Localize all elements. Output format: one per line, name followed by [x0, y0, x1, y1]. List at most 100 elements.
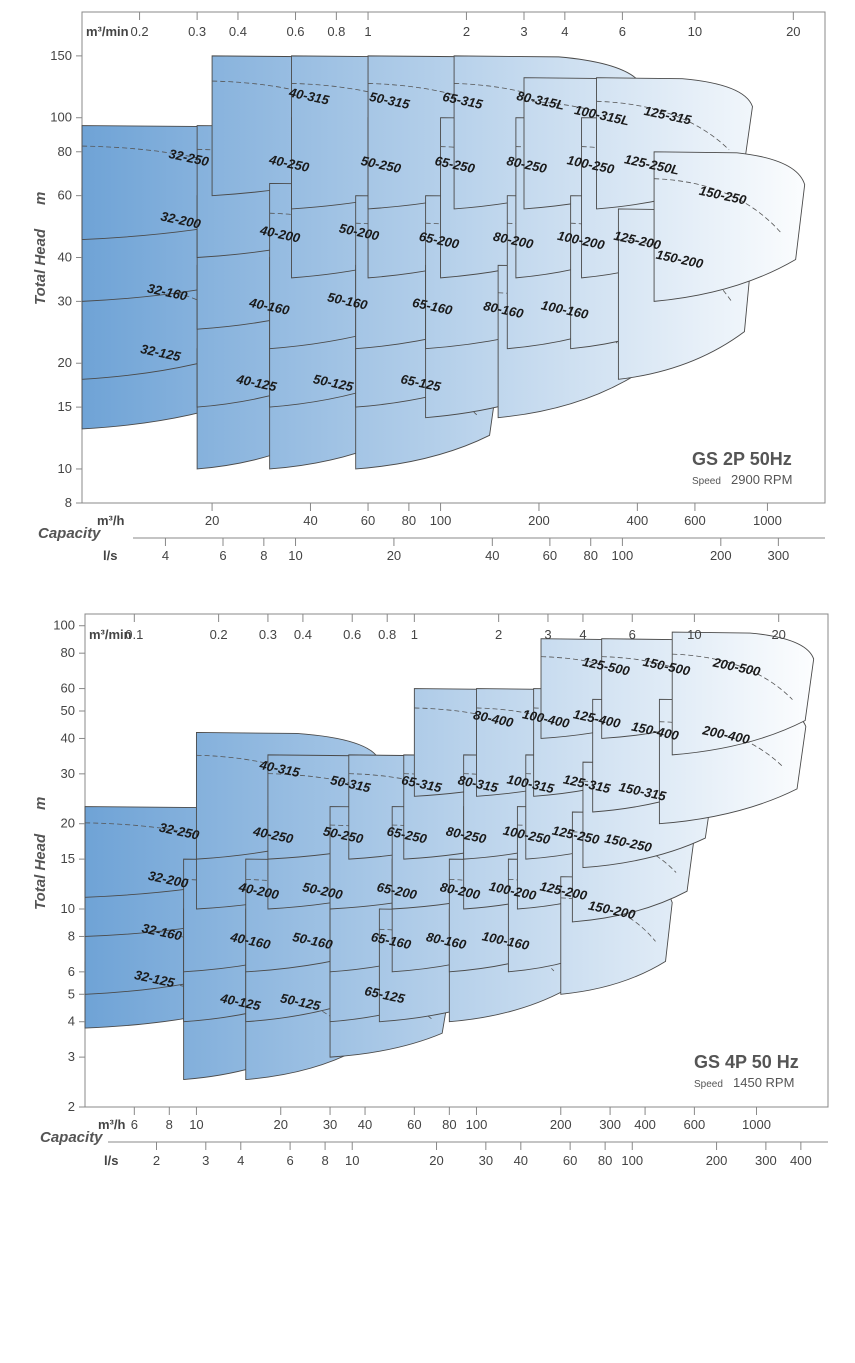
chart2-bottom-axis-ticks: 6 8 10 20 30 40 60 80 100 200 300 400 600 1000: [131, 1107, 771, 1132]
top-tick-label: 0.2: [131, 24, 149, 39]
ls-tick-label: 300: [755, 1153, 777, 1168]
bottom-tick-label: 100: [466, 1117, 488, 1132]
y-tick-label: 8: [68, 928, 75, 943]
top-tick-label: 0.2: [210, 627, 228, 642]
bottom-tick-label: 400: [627, 513, 649, 528]
bottom-tick-label: 400: [634, 1117, 656, 1132]
chart2-speed-prefix: Speed: [694, 1079, 723, 1090]
chart1-y-axis-title: Total Head: [32, 228, 49, 305]
bottom-tick-label: 60: [407, 1117, 421, 1132]
y-tick-label: 8: [65, 495, 72, 510]
chart2-y-axis-unit: m: [32, 797, 49, 810]
y-tick-label: 5: [68, 986, 75, 1001]
bottom-tick-label: 300: [599, 1117, 621, 1132]
ls-tick-label: 40: [485, 548, 499, 563]
ls-tick-label: 10: [345, 1153, 359, 1168]
y-tick-label: 6: [68, 964, 75, 979]
top-tick-label: 4: [579, 627, 586, 642]
y-tick-label: 20: [61, 816, 75, 831]
ls-tick-label: 6: [219, 548, 226, 563]
y-tick-label: 20: [58, 355, 72, 370]
y-tick-label: 2: [68, 1099, 75, 1114]
bottom-tick-label: 40: [358, 1117, 372, 1132]
y-tick-label: 3: [68, 1049, 75, 1064]
ls-tick-label: 100: [612, 548, 634, 563]
bottom-tick-label: 30: [323, 1117, 337, 1132]
ls-tick-label: 80: [583, 548, 597, 563]
bottom-tick-label: 80: [442, 1117, 456, 1132]
bottom-tick-label: 10: [189, 1117, 203, 1132]
chart1-x-axis-title: Capacity: [38, 525, 101, 542]
ls-tick-label: 4: [162, 548, 169, 563]
y-tick-label: 40: [61, 730, 75, 745]
y-tick-label: 4: [68, 1014, 75, 1029]
chart1-ls-axis-unit: l/s: [103, 548, 117, 563]
ls-tick-label: 8: [260, 548, 267, 563]
ls-tick-label: 300: [768, 548, 790, 563]
y-tick-label: 40: [58, 250, 72, 265]
y-tick-label: 60: [61, 681, 75, 696]
chart-gs-4p: 32-12532-16032-20032-25040-12540-16040-2…: [32, 613, 829, 1168]
ls-tick-label: 4: [237, 1153, 244, 1168]
chart2-title: GS 4P 50 Hz: [694, 1052, 799, 1072]
y-tick-label: 100: [53, 618, 75, 633]
top-tick-label: 0.4: [229, 24, 247, 39]
bottom-tick-label: 8: [166, 1117, 173, 1132]
chart2-top-axis-unit: m³/min: [89, 627, 132, 642]
dashed-150-250: [654, 178, 783, 235]
chart-gs-2p: 32-12532-16032-20032-25040-12540-16040-2…: [32, 11, 826, 563]
chart2-x-axis-title: Capacity: [40, 1129, 103, 1146]
ls-tick-label: 60: [543, 548, 557, 563]
region-200-500: [671, 631, 815, 756]
y-tick-label: 30: [58, 293, 72, 308]
bottom-tick-label: 20: [274, 1117, 288, 1132]
top-tick-label: 2: [463, 24, 470, 39]
top-tick-label: 0.4: [294, 627, 312, 642]
chart2-ls-axis-unit: l/s: [104, 1153, 118, 1168]
chart2-speed-value: 1450 RPM: [733, 1075, 794, 1090]
ls-tick-label: 3: [202, 1153, 209, 1168]
top-tick-label: 0.1: [125, 627, 143, 642]
bottom-tick-label: 80: [402, 513, 416, 528]
bottom-tick-label: 60: [361, 513, 375, 528]
chart1-y-axis-unit: m: [32, 192, 49, 205]
ls-tick-label: 20: [387, 548, 401, 563]
bottom-tick-label: 200: [528, 513, 550, 528]
ls-tick-label: 8: [321, 1153, 328, 1168]
ls-tick-label: 200: [710, 548, 732, 563]
y-tick-label: 30: [61, 766, 75, 781]
chart1-ls-axis-ticks: 4 6 8 10 20 40 60 80 100 200 300: [162, 538, 789, 563]
y-tick-label: 80: [58, 144, 72, 159]
chart1-speed-value: 2900 RPM: [731, 472, 792, 487]
top-tick-label: 4: [561, 24, 568, 39]
y-tick-label: 150: [50, 48, 72, 63]
bottom-tick-label: 1000: [753, 513, 782, 528]
top-tick-label: 20: [786, 24, 800, 39]
chart2-y-axis-ticks: 100 80 60 50 40 30 20 15 10 8 6 5 4 3 2: [53, 618, 85, 1114]
bottom-tick-label: 100: [430, 513, 452, 528]
top-tick-label: 0.3: [188, 24, 206, 39]
y-tick-label: 80: [61, 645, 75, 660]
top-tick-label: 0.6: [343, 627, 361, 642]
bottom-tick-label: 1000: [742, 1117, 771, 1132]
top-tick-label: 3: [544, 627, 551, 642]
ls-tick-label: 80: [598, 1153, 612, 1168]
bottom-tick-label: 600: [684, 513, 706, 528]
ls-tick-label: 40: [514, 1153, 528, 1168]
region-150-250: [653, 151, 806, 302]
y-tick-label: 100: [50, 110, 72, 125]
top-tick-label: 20: [771, 627, 785, 642]
top-tick-label: 2: [495, 627, 502, 642]
bottom-tick-label: 200: [550, 1117, 572, 1132]
dashed-200-500: [672, 653, 793, 700]
top-tick-label: 6: [629, 627, 636, 642]
ls-tick-label: 2: [153, 1153, 160, 1168]
ls-tick-label: 6: [286, 1153, 293, 1168]
chart2-y-axis-title: Total Head: [32, 833, 49, 910]
chart2-regions: [84, 631, 815, 1081]
chart2-bottom-axis-unit: m³/h: [98, 1117, 126, 1132]
chart1-regions: [81, 55, 806, 470]
chart2-ls-axis-ticks: 2 3 4 6 8 10 20 30 40 60 80 100 200 300 400: [153, 1142, 812, 1168]
chart1-bottom-axis-unit: m³/h: [97, 513, 125, 528]
